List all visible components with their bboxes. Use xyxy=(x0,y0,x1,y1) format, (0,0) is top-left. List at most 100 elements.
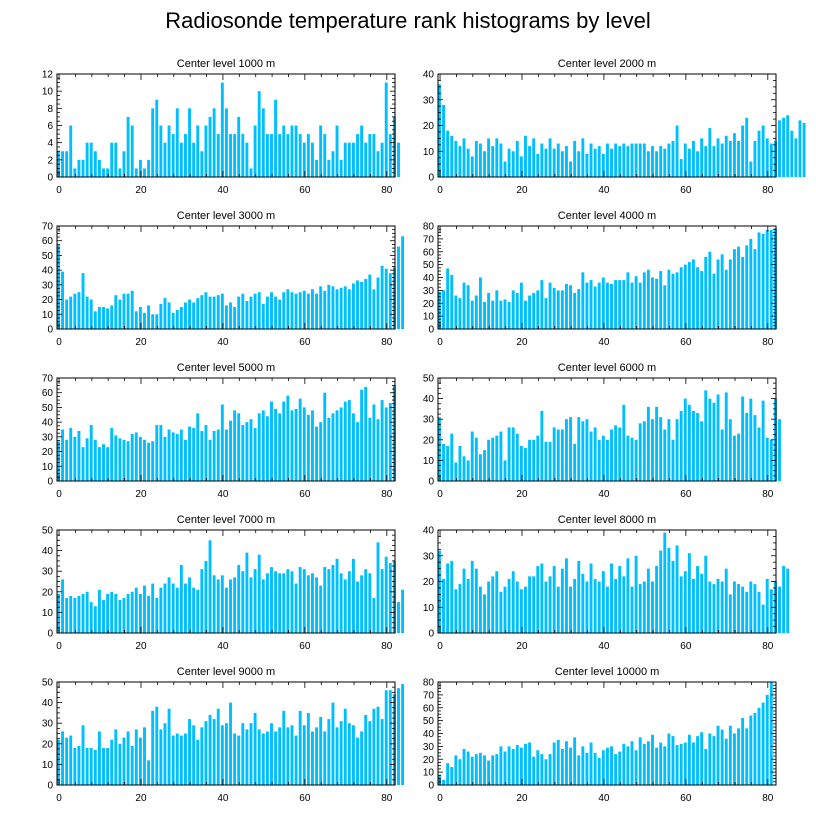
bar xyxy=(589,143,593,177)
bar xyxy=(335,410,339,481)
bar xyxy=(110,428,114,481)
bar xyxy=(552,148,556,177)
bar xyxy=(372,597,376,633)
bar xyxy=(151,314,155,329)
bar xyxy=(700,271,704,329)
bar xyxy=(351,558,355,633)
bar xyxy=(728,140,732,177)
bar xyxy=(274,99,278,177)
bar xyxy=(81,273,85,329)
bar xyxy=(311,142,314,177)
bar xyxy=(499,746,503,786)
bar xyxy=(491,300,495,329)
bar xyxy=(376,277,380,329)
bar xyxy=(155,597,159,633)
bar xyxy=(720,143,724,177)
bar xyxy=(630,437,634,481)
bar xyxy=(204,560,208,633)
bar xyxy=(368,134,372,177)
bar xyxy=(675,125,679,177)
bar xyxy=(765,437,769,481)
x-tick-label: 20 xyxy=(135,793,147,804)
bar xyxy=(515,433,519,481)
bar xyxy=(253,293,257,329)
bar xyxy=(126,293,130,329)
bar xyxy=(515,745,519,785)
bar xyxy=(294,293,298,329)
bar xyxy=(81,593,85,633)
bar xyxy=(438,774,441,785)
bar xyxy=(89,747,93,785)
bar xyxy=(626,435,630,481)
bar xyxy=(630,586,634,633)
bar xyxy=(683,264,687,330)
bar xyxy=(663,148,667,177)
bar xyxy=(102,747,105,785)
bar xyxy=(724,568,728,634)
bar xyxy=(778,586,781,633)
bar xyxy=(147,159,151,177)
bar xyxy=(208,296,212,329)
bar xyxy=(364,714,368,785)
bar xyxy=(397,246,400,329)
bar xyxy=(458,298,462,329)
bar xyxy=(577,560,581,633)
bar xyxy=(540,143,544,177)
bar xyxy=(614,578,618,633)
x-tick-label: 60 xyxy=(299,793,311,804)
bar xyxy=(249,168,253,177)
bar xyxy=(708,128,712,177)
bar xyxy=(442,290,445,330)
bar xyxy=(601,277,605,329)
bar xyxy=(618,566,622,633)
x-tick-label: 80 xyxy=(381,185,393,196)
panel-title: Center level 6000 m xyxy=(558,362,656,374)
bar xyxy=(474,568,478,634)
x-tick-label: 60 xyxy=(299,185,311,196)
bar xyxy=(126,116,130,177)
y-tick-label: 50 xyxy=(42,403,54,414)
bar xyxy=(134,587,138,633)
bar xyxy=(372,404,376,481)
bar xyxy=(204,125,208,177)
bar xyxy=(331,413,335,481)
bar xyxy=(265,573,269,633)
bar xyxy=(614,143,618,177)
bar xyxy=(77,430,81,481)
bar xyxy=(126,593,130,633)
x-tick-label: 80 xyxy=(381,793,393,804)
bar xyxy=(163,298,167,329)
bar xyxy=(65,299,69,329)
bar xyxy=(716,259,720,329)
bar xyxy=(487,439,491,481)
bar xyxy=(69,296,73,329)
bar xyxy=(298,567,302,633)
bar xyxy=(642,743,646,785)
bar xyxy=(532,576,536,633)
bar xyxy=(548,576,552,633)
bar xyxy=(118,600,122,633)
bar xyxy=(503,161,507,177)
bar xyxy=(114,729,118,785)
bar xyxy=(229,579,232,633)
bar xyxy=(478,277,482,329)
bar xyxy=(560,151,564,177)
bar xyxy=(302,290,306,329)
bar xyxy=(528,742,532,785)
bar xyxy=(663,429,667,481)
bar xyxy=(327,284,331,329)
y-tick-label: 40 xyxy=(423,70,435,81)
bar xyxy=(143,439,146,481)
bar xyxy=(454,755,458,785)
bar xyxy=(446,268,450,329)
bar xyxy=(241,723,245,785)
bar xyxy=(544,441,548,481)
bar xyxy=(241,134,245,177)
bar xyxy=(155,425,159,481)
bar xyxy=(364,142,368,177)
bar xyxy=(57,441,60,481)
bar xyxy=(651,419,654,481)
bar xyxy=(143,727,146,785)
bar xyxy=(175,433,179,481)
